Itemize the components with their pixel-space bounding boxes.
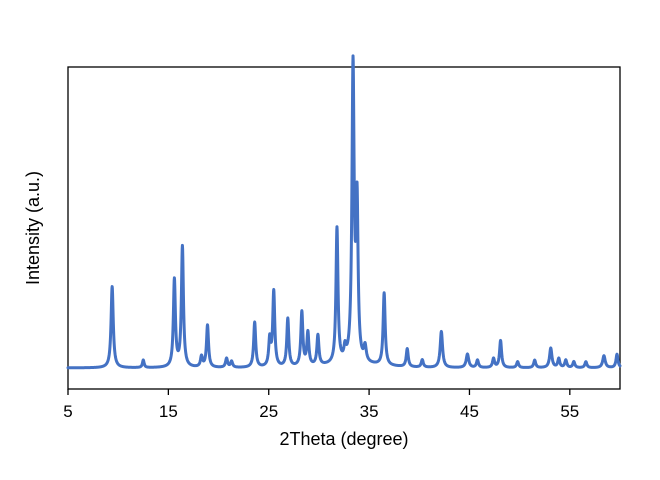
series-line <box>66 54 622 370</box>
x-tick-label: 45 <box>460 402 479 421</box>
x-tick-label: 15 <box>159 402 178 421</box>
x-tick-label: 35 <box>360 402 379 421</box>
y-axis-label: Intensity (a.u.) <box>23 171 43 285</box>
x-axis-tick-labels: 5 15 25 35 45 55 <box>63 402 579 421</box>
x-axis-ticks <box>67 389 571 395</box>
x-tick-label: 55 <box>560 402 579 421</box>
x-tick-label: 25 <box>259 402 278 421</box>
x-axis-label: 2Theta (degree) <box>279 429 408 449</box>
x-tick-label: 5 <box>63 402 72 421</box>
plot-frame <box>67 66 621 390</box>
